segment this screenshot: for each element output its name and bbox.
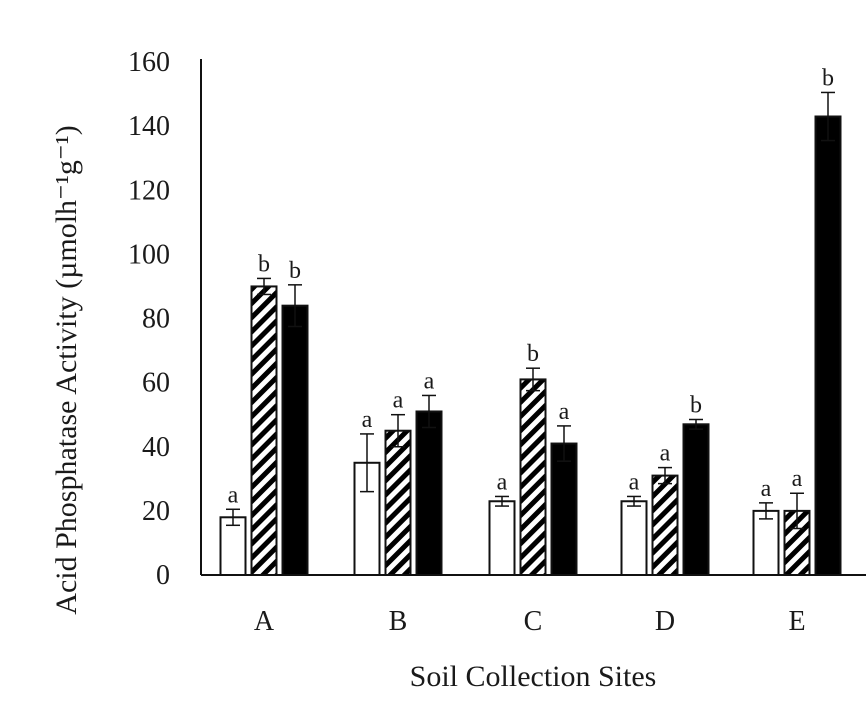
- y-tick-label: 0: [156, 560, 170, 591]
- bar: [281, 304, 309, 576]
- significance-label: a: [761, 476, 772, 502]
- bar: [752, 509, 780, 576]
- axes-layer: 0 20 40 60 80 100 120 140 160 A B C D E: [128, 47, 866, 637]
- y-axis-title: Acid Phosphatase Activity (µmolh⁻¹g⁻¹): [50, 125, 83, 614]
- bar: [488, 500, 516, 577]
- bar: [384, 429, 412, 576]
- bar: [651, 474, 679, 577]
- significance-label: a: [393, 388, 404, 414]
- x-tick-label: C: [524, 606, 543, 637]
- significance-label: a: [424, 368, 435, 394]
- y-tick-label: 140: [128, 111, 170, 142]
- y-tick-label: 80: [142, 304, 170, 335]
- x-tick-label: D: [655, 606, 675, 637]
- x-tick-label: E: [788, 606, 805, 637]
- significance-label: a: [660, 441, 671, 467]
- x-tick-label: A: [254, 606, 275, 637]
- y-tick-label: 160: [128, 47, 170, 78]
- significance-label: b: [822, 65, 834, 91]
- significance-label: b: [690, 392, 702, 418]
- significance-label: a: [228, 482, 239, 508]
- bar: [415, 410, 443, 577]
- significance-label: b: [527, 341, 539, 367]
- y-tick-label: 40: [142, 432, 170, 463]
- bar: [682, 423, 710, 576]
- x-axis-title: Soil Collection Sites: [410, 660, 657, 693]
- bar: [550, 442, 578, 577]
- bar: [250, 285, 278, 576]
- significance-label: b: [258, 251, 270, 277]
- significance-label: b: [289, 258, 301, 284]
- significance-label: a: [362, 407, 373, 433]
- y-tick-label: 120: [128, 175, 170, 206]
- y-tick-label: 100: [128, 239, 170, 270]
- bar: [814, 115, 842, 576]
- significance-label: a: [629, 469, 640, 495]
- significance-label: a: [559, 399, 570, 425]
- bar: [620, 500, 648, 577]
- y-tick-label: 60: [142, 368, 170, 399]
- significance-label: a: [792, 466, 803, 492]
- bar: [519, 378, 547, 577]
- y-tick-label: 20: [142, 496, 170, 527]
- x-tick-label: B: [389, 606, 408, 637]
- significance-label: a: [497, 469, 508, 495]
